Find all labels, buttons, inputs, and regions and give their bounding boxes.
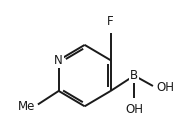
Text: OH: OH — [157, 81, 175, 94]
Text: N: N — [54, 54, 63, 67]
Text: B: B — [130, 69, 138, 82]
Text: Me: Me — [18, 100, 35, 113]
Text: OH: OH — [125, 103, 143, 116]
Text: F: F — [107, 15, 114, 28]
